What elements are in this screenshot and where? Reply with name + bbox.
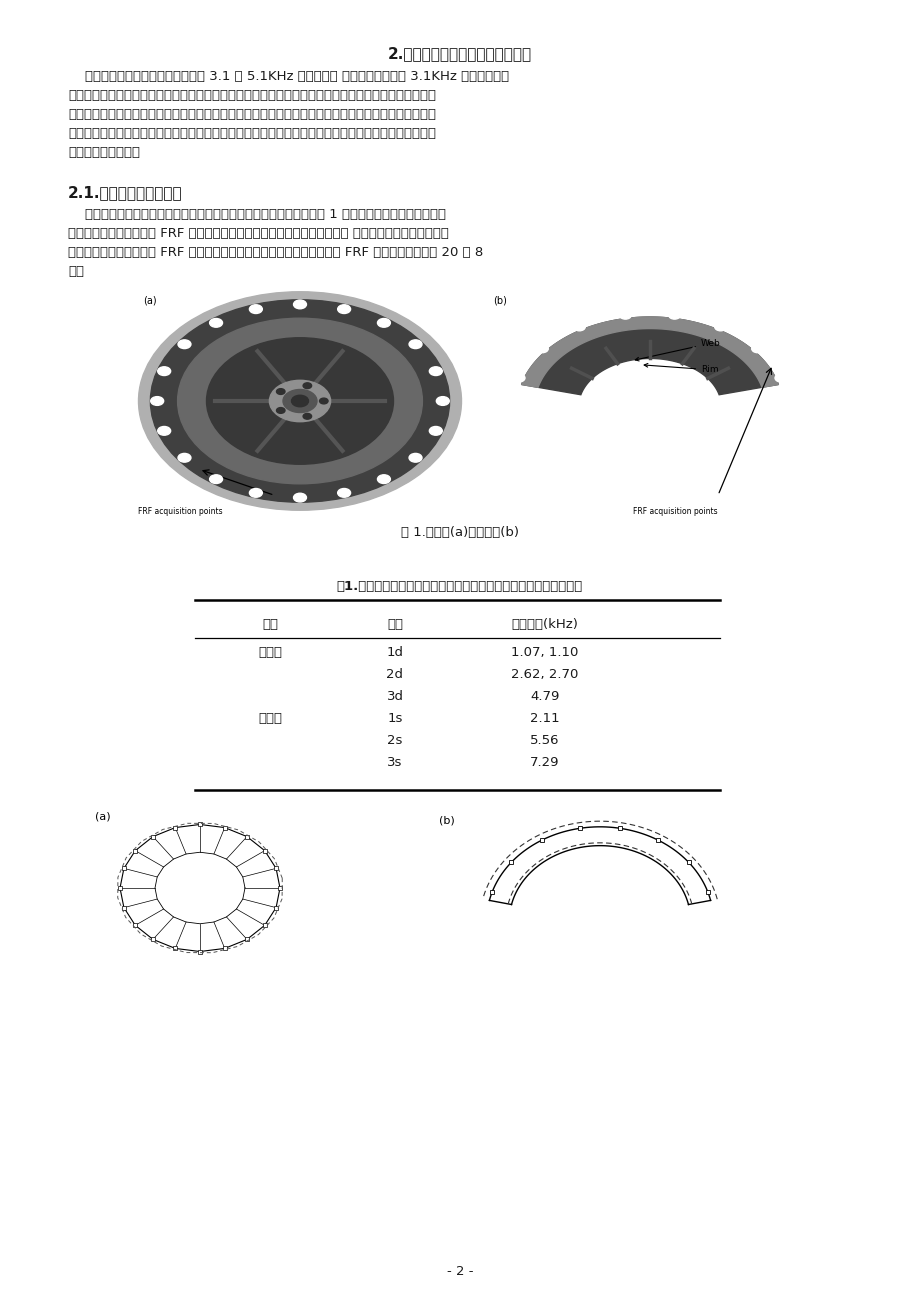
Circle shape bbox=[249, 488, 262, 497]
Circle shape bbox=[157, 367, 170, 375]
Text: 模序: 模序 bbox=[387, 618, 403, 631]
Circle shape bbox=[751, 345, 763, 353]
Circle shape bbox=[177, 340, 191, 349]
Circle shape bbox=[150, 299, 449, 503]
Text: 个。: 个。 bbox=[68, 266, 84, 279]
Text: 动蹄的刚度。模态测试中 FRF 采集的次数被显示出来。制动鼓与制动蹄的 FRF 采集点数目分别为 20 和 8: 动蹄的刚度。模态测试中 FRF 采集的次数被显示出来。制动鼓与制动蹄的 FRF … bbox=[68, 246, 482, 259]
Circle shape bbox=[319, 398, 328, 404]
Text: 动蹄图，在实验中获得的 FRF 采集点显示在图上。制动蹄由网络与圆边组成 网络连接到圆边上以增强制: 动蹄图，在实验中获得的 FRF 采集点显示在图上。制动蹄由网络与圆边组成 网络连… bbox=[68, 227, 448, 240]
Text: 制动鼓: 制动鼓 bbox=[257, 646, 282, 659]
Text: 图 1.制动鼓(a)与制动蹄(b): 图 1.制动鼓(a)与制动蹄(b) bbox=[401, 526, 518, 539]
Circle shape bbox=[714, 323, 726, 331]
Text: FRF acquisition points: FRF acquisition points bbox=[139, 506, 223, 516]
Text: (b): (b) bbox=[494, 296, 507, 305]
Circle shape bbox=[377, 319, 390, 327]
Circle shape bbox=[206, 337, 393, 465]
Text: 2d: 2d bbox=[386, 668, 403, 681]
Circle shape bbox=[436, 397, 448, 405]
Text: FRF acquisition points: FRF acquisition points bbox=[632, 506, 717, 516]
Circle shape bbox=[269, 380, 330, 422]
Text: 2.鼓式制动器动力特性的实验研究: 2.鼓式制动器动力特性的实验研究 bbox=[388, 46, 531, 61]
Circle shape bbox=[513, 374, 525, 381]
Text: Web: Web bbox=[635, 339, 720, 361]
Circle shape bbox=[177, 453, 191, 462]
Circle shape bbox=[277, 408, 285, 413]
Circle shape bbox=[293, 493, 306, 503]
Circle shape bbox=[337, 305, 350, 314]
Text: 2.1.制动部件的动态特性: 2.1.制动部件的动态特性 bbox=[68, 185, 183, 201]
Circle shape bbox=[249, 305, 262, 314]
Text: 2.62, 2.70: 2.62, 2.70 bbox=[511, 668, 578, 681]
Circle shape bbox=[283, 389, 317, 413]
Circle shape bbox=[302, 383, 312, 388]
Text: 在客车行驶测试中监测尖叫并测量 3.1 和 5.1KHz 频率的尖叫 在本文中主要处理 3.1KHz 频率的尖叫。: 在客车行驶测试中监测尖叫并测量 3.1 和 5.1KHz 频率的尖叫 在本文中主… bbox=[68, 70, 508, 83]
Circle shape bbox=[177, 318, 422, 484]
Circle shape bbox=[302, 414, 312, 419]
Text: (a): (a) bbox=[143, 296, 157, 305]
Text: (b): (b) bbox=[438, 815, 454, 825]
Polygon shape bbox=[521, 318, 777, 387]
Circle shape bbox=[210, 475, 222, 483]
Circle shape bbox=[151, 397, 164, 405]
Circle shape bbox=[409, 340, 422, 349]
Text: 们的装配和制动力的使用而变化。因此，实验研究将集中于制动系统中制动部件自由支撑状况下与施加制: 们的装配和制动力的使用而变化。因此，实验研究将集中于制动系统中制动部件自由支撑状… bbox=[68, 128, 436, 141]
Circle shape bbox=[429, 367, 442, 375]
Circle shape bbox=[618, 311, 630, 319]
Text: 3s: 3s bbox=[387, 756, 403, 769]
Circle shape bbox=[774, 374, 786, 381]
Text: 特性的影响。进行模态测试来研究动态特性。从模态测试的结果中，我们发现制动部件的动态特性随着他: 特性的影响。进行模态测试来研究动态特性。从模态测试的结果中，我们发现制动部件的动… bbox=[68, 108, 436, 121]
Text: - 2 -: - 2 - bbox=[447, 1266, 472, 1279]
Circle shape bbox=[139, 292, 461, 510]
Circle shape bbox=[573, 323, 584, 331]
Text: 构件: 构件 bbox=[262, 618, 278, 631]
Text: 5.56: 5.56 bbox=[529, 734, 559, 747]
Circle shape bbox=[429, 427, 442, 435]
Circle shape bbox=[210, 319, 222, 327]
Circle shape bbox=[291, 396, 308, 406]
Circle shape bbox=[377, 475, 390, 483]
Text: 7.29: 7.29 bbox=[529, 756, 559, 769]
Circle shape bbox=[409, 453, 422, 462]
Text: 尖叫是一种由制动部件和摩擦机构的动态作用引起的复杂现象。在这部分，将讨论制动鼓和制动蹄的动态: 尖叫是一种由制动部件和摩擦机构的动态作用引起的复杂现象。在这部分，将讨论制动鼓和… bbox=[68, 89, 436, 102]
Text: 1.07, 1.10: 1.07, 1.10 bbox=[511, 646, 578, 659]
Circle shape bbox=[668, 311, 680, 319]
Text: 制动蹄: 制动蹄 bbox=[257, 712, 282, 725]
Text: 制动鼓与制动蹄的模态参数（没有组装）通过模态实验进行估计。图 1 是本研究中使用的制动鼓和制: 制动鼓与制动蹄的模态参数（没有组装）通过模态实验进行估计。图 1 是本研究中使用… bbox=[68, 208, 446, 221]
Circle shape bbox=[157, 427, 170, 435]
Text: 动力状况下的对比。: 动力状况下的对比。 bbox=[68, 146, 140, 159]
Polygon shape bbox=[521, 318, 777, 395]
Text: 4.79: 4.79 bbox=[529, 690, 559, 703]
Circle shape bbox=[277, 389, 285, 395]
Text: 2s: 2s bbox=[387, 734, 403, 747]
Circle shape bbox=[293, 299, 306, 309]
Text: (a): (a) bbox=[95, 811, 110, 822]
Circle shape bbox=[337, 488, 350, 497]
Text: 2.11: 2.11 bbox=[529, 712, 559, 725]
Circle shape bbox=[536, 345, 548, 353]
Text: 3d: 3d bbox=[386, 690, 403, 703]
Text: Rim: Rim bbox=[643, 363, 718, 374]
Text: 固有频率(kHz): 固有频率(kHz) bbox=[511, 618, 578, 631]
Text: 1s: 1s bbox=[387, 712, 403, 725]
Text: 1d: 1d bbox=[386, 646, 403, 659]
Text: 表1.模态测试中提取的制动鼓与制动蹄在自由支撑状况下的固有频率: 表1.模态测试中提取的制动鼓与制动蹄在自由支撑状况下的固有频率 bbox=[336, 579, 583, 592]
